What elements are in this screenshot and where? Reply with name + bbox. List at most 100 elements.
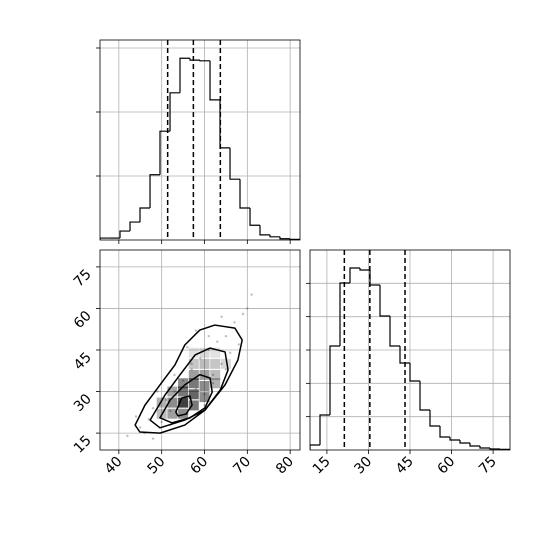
histogram-bin — [239, 179, 251, 209]
histogram-bin — [219, 99, 231, 149]
histogram-bin — [399, 346, 410, 364]
scatter-point — [237, 343, 240, 346]
scatter-point — [233, 321, 236, 324]
y-tick-label: 30 — [71, 391, 95, 415]
histogram-bin — [389, 316, 400, 347]
histogram-bin — [139, 207, 151, 223]
histogram-bin — [489, 448, 500, 450]
density-cell — [199, 358, 210, 369]
x-tick-label: 30 — [351, 454, 375, 478]
histogram-bin — [119, 230, 131, 239]
panel: 40 50 60 70 80 15 30 45 60 75 — [71, 249, 301, 478]
histogram-bin — [419, 381, 430, 411]
density-cell — [210, 378, 221, 389]
histogram-bin — [329, 345, 340, 415]
scatter-point — [203, 393, 206, 396]
y-tick-label: 15 — [71, 433, 95, 457]
x-tick-label: 75 — [476, 454, 500, 478]
contour — [149, 347, 229, 429]
scatter-point — [199, 357, 202, 360]
x-tick-label: 45 — [393, 454, 417, 478]
scatter-point — [211, 382, 215, 385]
scatter-point — [224, 368, 228, 371]
density-cell — [188, 400, 199, 411]
density-cell — [188, 347, 199, 358]
histogram-bin — [319, 414, 330, 445]
density-cell — [210, 347, 221, 358]
panel-frame — [309, 249, 511, 451]
histogram-bin — [209, 60, 220, 101]
histogram-bin — [259, 225, 271, 236]
scatter-point — [181, 379, 185, 382]
scatter-point — [190, 368, 193, 371]
x-tick-label: 60 — [434, 454, 458, 478]
panel — [96, 39, 301, 244]
histogram-bin — [229, 147, 240, 180]
scatter-point — [220, 315, 223, 318]
histogram-bin — [409, 363, 420, 382]
density-cell — [156, 397, 167, 408]
scatter-point — [151, 437, 155, 440]
density-cell — [199, 381, 210, 392]
histogram-bin — [349, 267, 360, 283]
scatter-point — [186, 346, 189, 349]
density-cell — [178, 378, 189, 389]
density-cell — [178, 408, 189, 419]
histogram-bin — [269, 234, 280, 238]
contour — [134, 324, 243, 434]
density-cell — [167, 386, 178, 397]
scatter-point — [250, 293, 253, 296]
histogram-bin — [369, 270, 380, 286]
scatter-point — [246, 307, 249, 310]
histogram-bin — [339, 282, 350, 346]
density-cell — [199, 369, 210, 380]
x-tick-label: 40 — [102, 454, 126, 478]
histogram-bin — [149, 174, 160, 208]
scatter-point — [164, 398, 168, 402]
scatter-point — [207, 334, 210, 338]
histogram-bin — [159, 130, 171, 175]
x-tick-label: 50 — [145, 454, 169, 478]
scatter-point — [173, 390, 176, 393]
scatter-point — [224, 334, 228, 338]
scatter-point — [216, 340, 219, 343]
scatter-point — [126, 434, 129, 438]
scatter-point — [220, 362, 223, 366]
x-tick-label: 70 — [230, 454, 254, 478]
histogram-bin — [179, 57, 191, 93]
histogram-bin — [479, 446, 490, 449]
histogram-bin — [469, 443, 480, 447]
panel-frame — [99, 249, 301, 451]
scatter-point — [156, 390, 159, 393]
contour — [159, 373, 213, 424]
histogram-bin — [129, 221, 140, 232]
x-tick-label: 80 — [273, 454, 297, 478]
density-cell — [220, 358, 231, 369]
density-cell — [167, 397, 178, 408]
histogram-bin — [439, 426, 450, 438]
histogram-bin — [449, 437, 460, 441]
scatter-point — [194, 329, 198, 332]
density-cell — [188, 378, 199, 389]
contour — [175, 395, 193, 417]
density-cell — [199, 392, 210, 403]
density-cell — [178, 397, 189, 408]
y-tick-label: 45 — [71, 350, 95, 374]
plot-area — [126, 293, 253, 440]
scatter-point — [151, 406, 155, 410]
histogram-bin — [429, 410, 440, 427]
density-cell — [188, 389, 199, 400]
panel: 15 30 45 60 75 — [306, 249, 511, 478]
histogram-bin — [189, 58, 200, 61]
y-tick-label: 75 — [71, 266, 95, 290]
x-tick-label: 60 — [187, 454, 211, 478]
scatter-point — [211, 373, 215, 377]
density-cell — [167, 408, 178, 419]
density-cell — [210, 358, 221, 369]
histogram-bin — [279, 236, 291, 240]
scatter-point — [241, 312, 245, 316]
y-tick-label: 60 — [71, 308, 95, 332]
x-tick-label: 15 — [310, 454, 334, 478]
density-cell — [199, 347, 210, 358]
scatter-point — [190, 362, 193, 366]
